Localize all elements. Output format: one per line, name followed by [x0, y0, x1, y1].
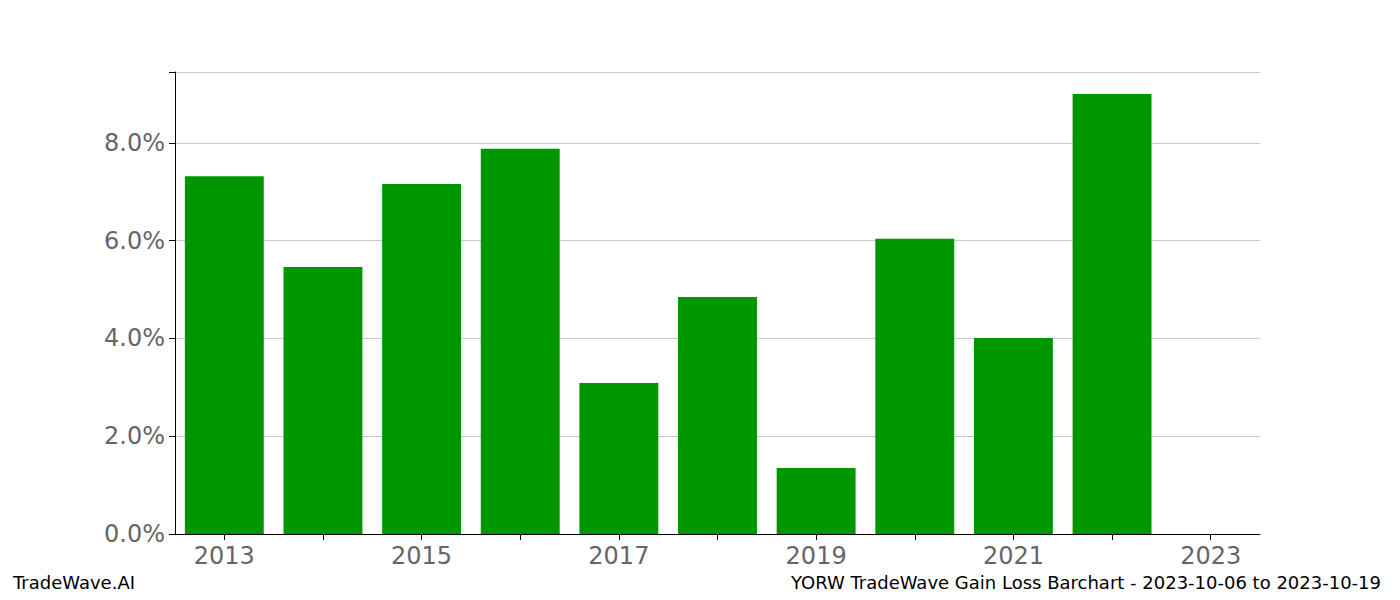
- svg-text:2017: 2017: [588, 542, 649, 570]
- svg-text:2015: 2015: [391, 542, 452, 570]
- svg-text:6.0%: 6.0%: [104, 227, 165, 255]
- svg-text:2019: 2019: [786, 542, 847, 570]
- svg-text:TradeWave.AI: TradeWave.AI: [12, 572, 135, 593]
- svg-text:0.0%: 0.0%: [104, 520, 165, 548]
- svg-text:4.0%: 4.0%: [104, 324, 165, 352]
- svg-text:2013: 2013: [194, 542, 255, 570]
- svg-text:2021: 2021: [983, 542, 1044, 570]
- svg-text:8.0%: 8.0%: [104, 129, 165, 157]
- svg-text:2023: 2023: [1180, 542, 1241, 570]
- svg-text:2.0%: 2.0%: [104, 422, 165, 450]
- svg-text:YORW TradeWave Gain Loss Barch: YORW TradeWave Gain Loss Barchart - 2023…: [790, 572, 1381, 593]
